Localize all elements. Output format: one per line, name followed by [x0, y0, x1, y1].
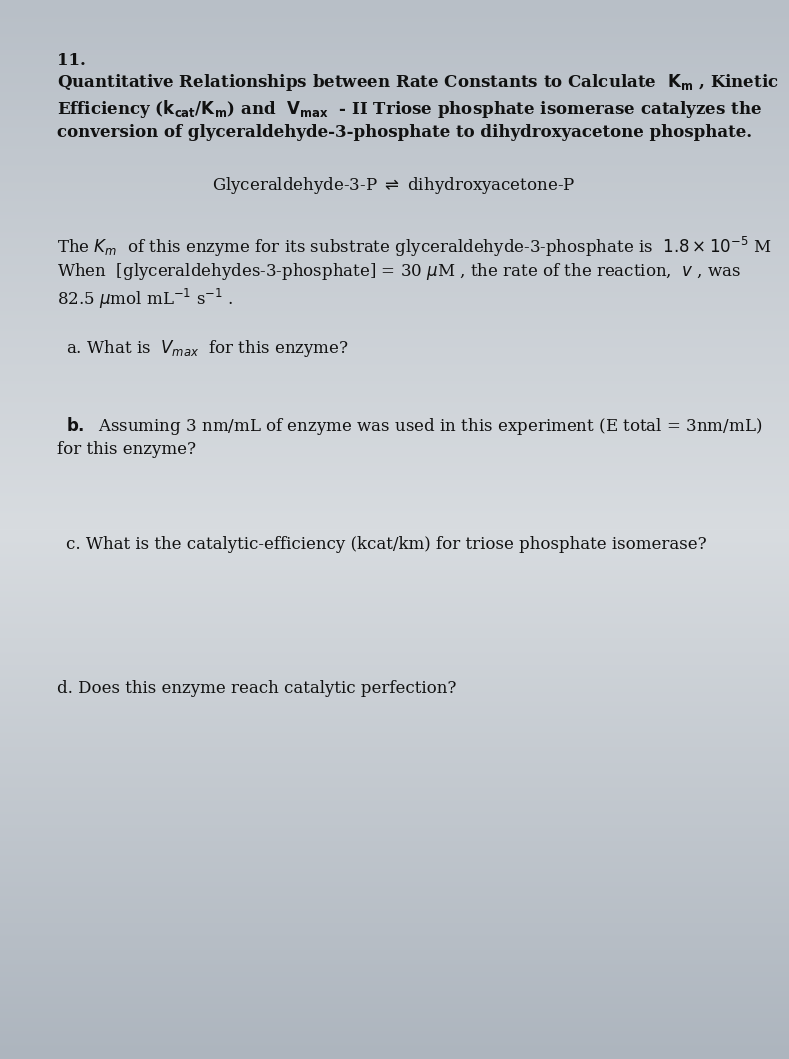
Text: Efficiency ($\mathbf{k_{cat}/K_m}$) and  $\mathbf{V_{max}}$  - II Triose phospha: Efficiency ($\mathbf{k_{cat}/K_m}$) and … — [57, 98, 762, 120]
Text: c. What is the catalytic­efficiency (kcat/km) for triose phosphate isomerase?: c. What is the catalytic­efficiency (kca… — [66, 536, 707, 553]
Text: 82.5 $\mu$mol mL$^{-1}$ s$^{-1}$ .: 82.5 $\mu$mol mL$^{-1}$ s$^{-1}$ . — [57, 287, 234, 311]
Text: a. What is  $V_{max}$  for this enzyme?: a. What is $V_{max}$ for this enzyme? — [66, 338, 349, 359]
Text: Glyceraldehyde-3-P $\rightleftharpoons$ dihydroxyacetone-P: Glyceraldehyde-3-P $\rightleftharpoons$ … — [212, 175, 576, 196]
Text: conversion of glyceraldehyde-3-phosphate to dihydroxyacetone phosphate.: conversion of glyceraldehyde-3-phosphate… — [57, 124, 752, 141]
Text: d. Does this enzyme reach catalytic perfection?: d. Does this enzyme reach catalytic perf… — [57, 680, 456, 697]
Text: for this enzyme?: for this enzyme? — [57, 441, 196, 457]
Text: When  [glyceraldehydes-3-phosphate] = 30 $\mu$M , the rate of the reaction,  $v$: When [glyceraldehydes-3-phosphate] = 30 … — [57, 261, 741, 282]
Text: $\mathbf{b.}$  Assuming 3 nm/mL of enzyme was used in this experiment (E total =: $\mathbf{b.}$ Assuming 3 nm/mL of enzyme… — [66, 415, 762, 437]
Text: The $K_m$  of this enzyme for its substrate glyceraldehyde-3-phosphate is  $1.8 : The $K_m$ of this enzyme for its substra… — [57, 235, 772, 259]
Text: Quantitative Relationships between Rate Constants to Calculate  $\mathbf{K_m}$ ,: Quantitative Relationships between Rate … — [57, 72, 779, 93]
Text: 11.: 11. — [57, 52, 86, 69]
